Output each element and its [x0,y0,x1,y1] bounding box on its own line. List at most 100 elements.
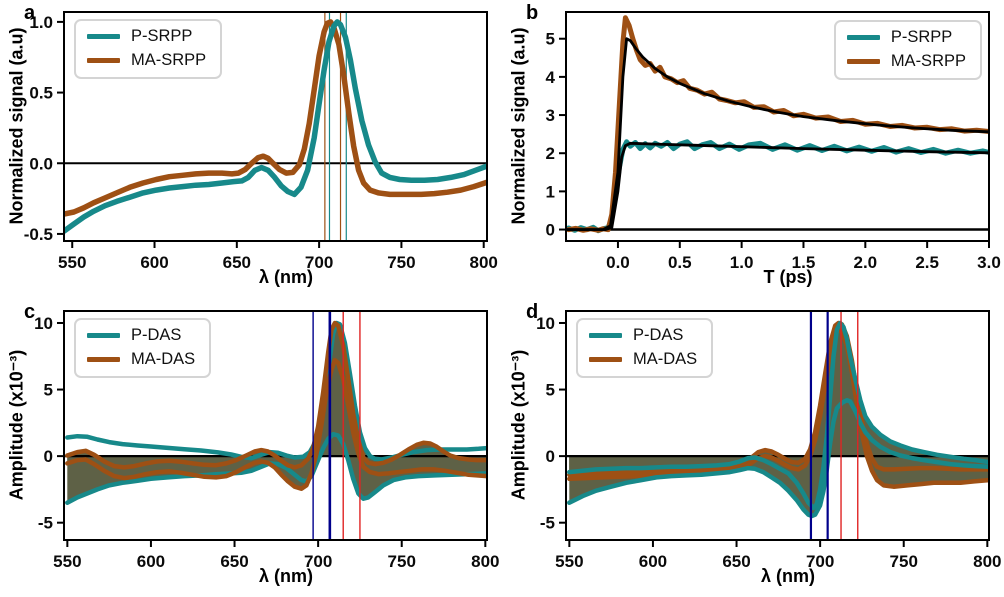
y-axis-label: Amplitude (x10⁻³) [508,349,529,501]
legend-swatch-brown [846,59,880,65]
x-tick-label: 2.0 [853,253,877,272]
x-axis-label: λ (nm) [259,267,313,287]
y-tick-label: 0 [44,447,53,466]
series-p-srpp-fit [566,141,989,232]
y-tick-label: 2 [546,144,555,163]
legend-item-p-das: P-DAS [589,326,697,344]
legend-item-p-das: P-DAS [87,326,195,344]
y-tick-label: 3 [546,106,555,125]
y-tick-label: 1 [546,182,555,201]
x-tick-label: 650 [220,552,248,571]
panel-c: c Amplitude (x10⁻³) 550 600 650 700 750 800 -5… [0,299,502,597]
x-tick-label: 800 [973,552,1001,571]
legend-label: P-DAS [131,326,182,344]
x-tick-label: 600 [140,253,168,272]
x-tick-label: 550 [555,552,583,571]
x-tick-label: 700 [305,253,333,272]
x-tick-label: 700 [304,552,332,571]
y-tick-label: 0.5 [29,84,53,103]
legend-item-p-srpp: P-SRPP [87,27,206,45]
panel-b: b Normalized signal (a.u) 0.0 0.5 1.0 1.5 2.… [502,0,1004,298]
legend-label: MA-DAS [633,350,698,369]
x-axis-label: λ (nm) [761,566,815,586]
x-axis-label: λ (nm) [259,566,313,586]
legend-label: P-SRPP [890,28,953,46]
plot-area [566,311,989,540]
legend-swatch-teal [846,35,880,41]
series-ma-srpp [64,19,487,217]
legend: P-SRPP MA-SRPP [74,19,223,79]
series-p-srpp [64,19,487,234]
series-p-das [567,397,989,519]
y-tick-label: 0 [546,221,555,240]
legend-label: MA-SRPP [890,52,966,71]
legend-item-ma-srpp: MA-SRPP [846,52,966,71]
plot-canvas-d: 550 600 650 700 750 800 -5 0 5 10 [536,310,1002,571]
legend-swatch-teal [87,34,120,40]
legend: P-SRPP MA-SRPP [833,20,982,80]
plot-area [64,12,487,241]
panel-letter-c: c [24,301,36,323]
y-tick-label: 0 [546,447,555,466]
x-tick-label: 750 [388,552,416,571]
legend-item-ma-srpp: MA-SRPP [87,51,207,70]
x-tick-label: 3.0 [977,253,1001,272]
series-ma-srpp-fit [566,37,989,232]
y-tick-label: 0.0 [29,154,53,173]
x-tick-label: 2.5 [915,253,939,272]
y-axis-label: Normalized signal (a.u) [6,27,27,225]
legend-item-ma-das: MA-DAS [87,350,196,369]
series-p-srpp [566,139,989,234]
panel-d: d Amplitude (x10⁻³) 550 600 650 700 750 800 -5… [502,299,1004,597]
plot-canvas-c: 550 600 650 700 750 800 -5 0 5 10 [34,310,500,571]
amplitude-fill-MA-DAS [569,323,989,475]
legend-swatch-brown [87,58,120,64]
y-tick-label: 1.0 [29,13,53,32]
x-tick-label: 550 [58,253,86,272]
series-ma-das [567,327,989,489]
x-tick-label: 800 [471,552,499,571]
legend-label: MA-SRPP [131,51,207,70]
x-tick-label: 800 [470,253,498,272]
legend-swatch-teal [589,333,622,339]
x-tick-label: 600 [639,552,667,571]
legend-item-ma-das: MA-DAS [589,350,698,369]
y-tick-label: 10 [536,314,555,333]
x-tick-label: 1.0 [730,253,754,272]
x-tick-label: 1.5 [792,253,816,272]
legend-label: P-DAS [633,326,684,344]
y-tick-label: 4 [546,68,556,87]
axes-box [565,11,990,242]
panel-a: a Normalized signal (a.u) 550 600 650 700 75… [0,0,502,298]
y-tick-label: 5 [546,30,555,49]
plot-area [566,15,989,234]
legend: P-DAS MA-DAS [74,318,212,378]
panel-letter-d: d [526,301,539,323]
y-tick-label: -5 [38,514,53,533]
y-axis-label: Amplitude (x10⁻³) [6,349,27,501]
y-tick-label: 5 [546,381,555,400]
legend-swatch-brown [589,357,622,363]
legend: P-DAS MA-DAS [576,318,714,378]
x-tick-label: 0.0 [606,253,630,272]
series-p-das [567,320,989,511]
plot-canvas-b: 0.0 0.5 1.0 1.5 2.0 2.5 3.0 0 1 2 3 4 5 [546,11,1001,272]
x-tick-label: 550 [53,552,81,571]
plot-area [64,311,487,540]
legend-label: MA-DAS [131,350,196,369]
axes-box [63,310,488,541]
x-axis-label: T (ps) [763,267,813,287]
x-tick-label: 650 [722,552,750,571]
legend-swatch-brown [87,357,120,363]
legend-swatch-teal [87,333,120,339]
x-tick-label: 700 [806,552,834,571]
y-axis-label: Normalized signal (a.u) [508,27,529,225]
panel-letter-a: a [24,2,36,24]
x-tick-label: 750 [890,552,918,571]
x-tick-label: 0.5 [668,253,692,272]
y-tick-label: -5 [540,514,555,533]
y-tick-label: 5 [44,381,53,400]
axes-box [63,11,488,242]
plot-canvas-a: 550 600 650 700 750 800 -0.5 0.0 0.5 1.0 [24,11,498,272]
